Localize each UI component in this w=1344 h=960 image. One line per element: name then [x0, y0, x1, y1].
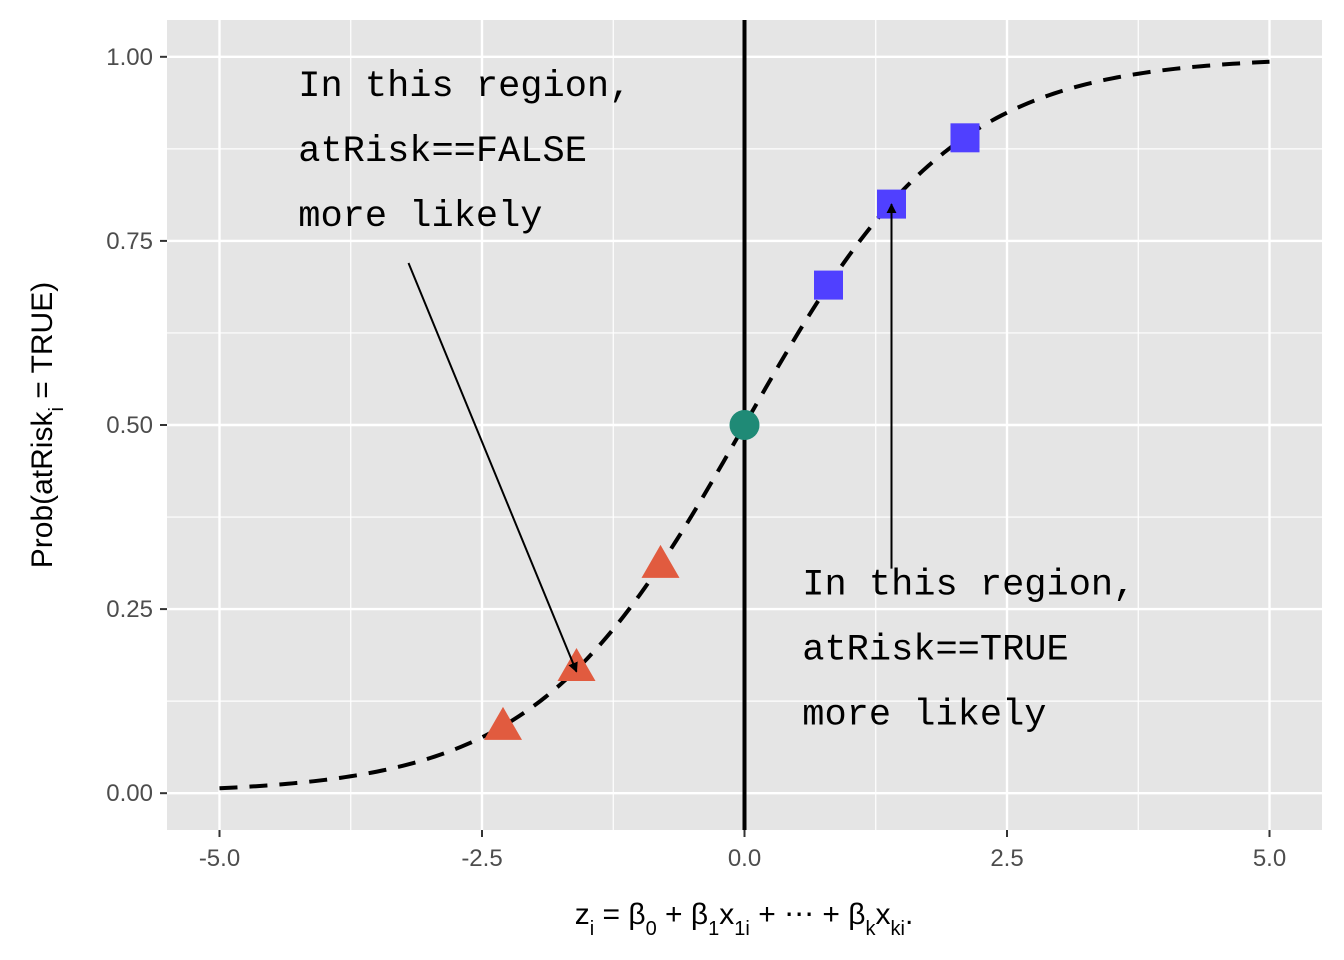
- y-tick-label: 0.25: [106, 596, 153, 623]
- y-axis-title: Prob(atRiski = TRUE): [26, 282, 68, 568]
- x-tick-label: -2.5: [461, 845, 502, 872]
- y-tick-label: 0.00: [106, 780, 153, 807]
- subscript: k: [866, 918, 877, 940]
- square-point: [814, 270, 843, 300]
- square-point: [950, 123, 980, 153]
- y-tick-label: 1.00: [106, 44, 153, 71]
- annotation-line: atRisk==TRUE: [802, 629, 1068, 671]
- subscript: 1: [708, 918, 719, 940]
- subscript: i: [46, 407, 68, 411]
- title-part: x: [876, 898, 891, 931]
- subscript: i: [590, 918, 594, 940]
- title-part: z: [575, 898, 590, 931]
- title-part: + β: [657, 898, 708, 931]
- x-tick-label: 5.0: [1253, 845, 1286, 872]
- circle-point: [729, 410, 760, 440]
- annotation-text: In this region, atRisk==TRUE more likely: [802, 564, 1135, 736]
- title-part: = β: [594, 898, 645, 931]
- x-axis-title: zi = β0 + β1x1i + ⋯ + βkxki.: [575, 898, 914, 940]
- y-tick-label: 0.50: [106, 412, 153, 439]
- y-tick-label: 0.75: [106, 228, 153, 255]
- subscript: ki: [891, 918, 905, 940]
- annotation-arrow: [407, 262, 578, 673]
- annotation-line: In this region,: [802, 564, 1135, 606]
- title-part: Prob(atRisk: [26, 411, 59, 569]
- annotation-line: atRisk==FALSE: [298, 131, 587, 173]
- title-part: x: [719, 898, 734, 931]
- title-part: = TRUE): [26, 282, 59, 407]
- annotation-text: In this region, atRisk==FALSE more likely: [298, 66, 631, 238]
- subscript: 1i: [734, 918, 750, 940]
- axes-layer: -5.0 -2.5 0.0 2.5 5.0 0.00 0.25 0.50 0.75 1.00: [106, 44, 1286, 872]
- subscript: 0: [646, 918, 657, 940]
- annotation-line: more likely: [298, 196, 542, 238]
- x-tick-label: 0.0: [728, 845, 761, 872]
- annotation-line: more likely: [802, 694, 1046, 736]
- triangle-point: [484, 706, 522, 740]
- x-tick-label: -5.0: [199, 845, 240, 872]
- title-part: + ⋯ + β: [750, 898, 866, 931]
- title-part: .: [905, 898, 913, 931]
- triangle-point: [641, 544, 680, 578]
- annotation-layer: In this region, atRisk==FALSE more likelyI…: [298, 66, 1135, 737]
- annotation-line: In this region,: [298, 66, 631, 108]
- x-tick-label: 2.5: [990, 845, 1023, 872]
